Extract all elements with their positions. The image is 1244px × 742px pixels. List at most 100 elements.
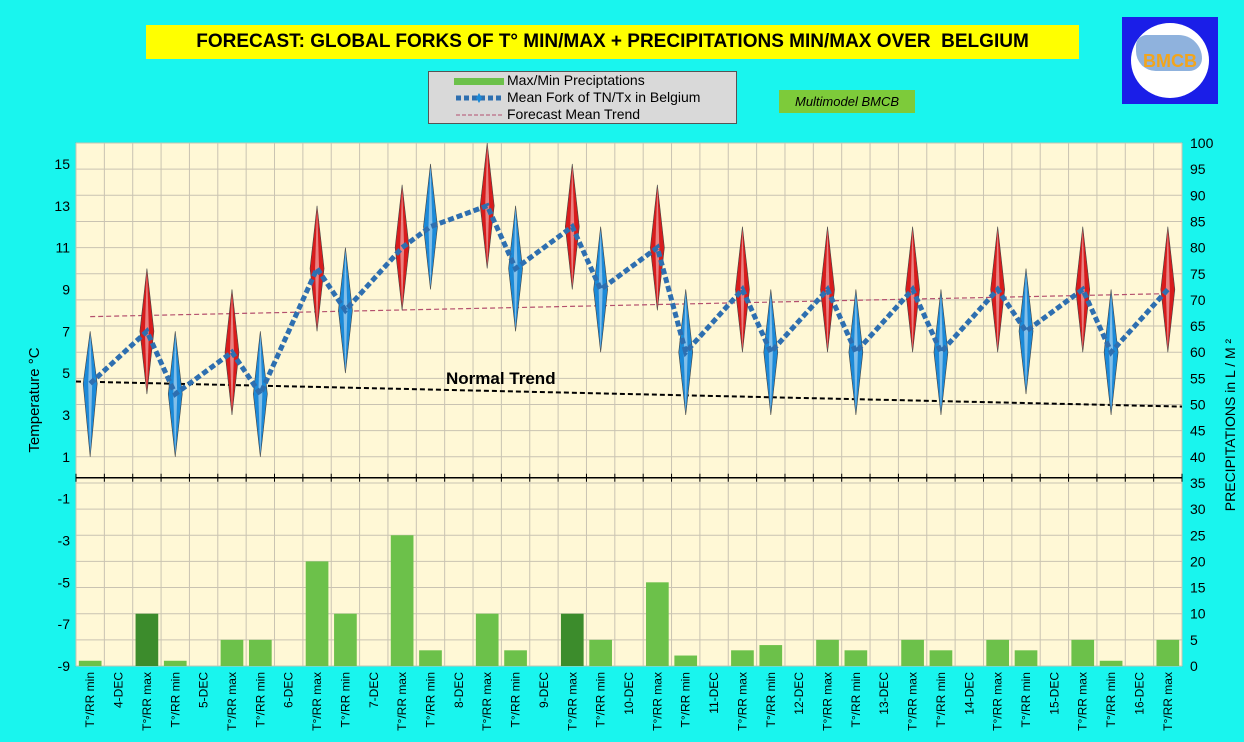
x-category-label: 6-DEC [282,672,296,708]
forecast-mean-trend-line [90,293,1168,318]
x-category-label: 13-DEC [877,672,891,715]
fork-min-spindle [763,289,779,415]
x-category-label: T°/RR max [565,672,579,731]
fork-min-spindle [593,226,608,353]
fork-max-spindle [309,205,325,332]
x-category-label: 10-DEC [622,672,636,715]
right-axis-tick-label: 5 [1190,632,1198,648]
x-category-label: T°/RR min [1019,672,1033,727]
legend-swatch-mean-fork [456,93,502,103]
fork-highlight [88,331,93,457]
precipitation-bar [589,639,612,666]
precipitation-bar [844,650,868,666]
legend-item-precipitations: Max/Min Preciptations [429,72,738,89]
right-axis-tick-label: 40 [1190,449,1206,465]
legend-swatch-forecast-trend [456,114,502,116]
logo-text: BMCB [1143,51,1197,71]
belgium-map-icon [1136,35,1202,71]
x-category-label: T°/RR min [83,672,97,727]
x-category-label: 4-DEC [112,672,126,708]
x-category-label: T°/RR min [1104,672,1118,727]
x-category-label: T°/RR max [821,672,835,731]
x-category-label: 14-DEC [962,672,976,715]
x-category-label: 5-DEC [197,672,211,708]
fork-max-spindle [394,184,410,311]
precipitation-bar [1014,650,1038,666]
right-axis-tick-label: 35 [1190,475,1206,491]
left-axis-tick-label: 3 [62,407,70,423]
right-axis-tick-label: 0 [1190,658,1198,674]
left-axis-tick-label: 7 [62,323,70,339]
left-axis-tick-label: 11 [55,240,70,256]
fork-min-spindle [82,331,98,457]
precipitation-bar [334,613,357,666]
fork-highlight [400,184,405,311]
x-category-label: T°/RR min [849,672,863,727]
right-axis-tick-label: 10 [1190,606,1206,622]
precipitation-bar [1156,639,1180,666]
x-category-label: 7-DEC [367,672,381,708]
fork-min-spindle [423,163,438,290]
precipitation-bar [674,655,698,666]
precipitation-bar [929,650,953,666]
precipitation-bar [475,613,499,666]
x-category-label: T°/RR min [594,672,608,727]
bmcb-logo: BMCB [1122,17,1218,104]
x-category-label: 15-DEC [1047,672,1061,715]
precipitation-bar [759,645,783,666]
right-axis-tick-label: 50 [1190,397,1206,413]
left-axis-label: Temperature °C [26,347,43,452]
right-axis-tick-label: 25 [1190,527,1206,543]
x-category-label: T°/RR max [395,672,409,731]
precipitation-bar [220,639,244,666]
x-category-label: T°/RR max [480,672,494,731]
fork-min-spindle [848,289,864,415]
precipitation-bar [419,650,442,666]
x-category-label: T°/RR min [168,672,182,727]
right-axis-tick-label: 55 [1190,370,1206,386]
precipitation-bar [390,535,414,666]
x-category-label: T°/RR max [310,672,324,731]
right-axis-tick-label: 70 [1190,292,1206,308]
precipitation-bar [1071,639,1095,666]
left-axis-tick-label: -3 [58,532,71,548]
precipitation-bar [163,660,187,666]
fork-min-spindle [253,331,268,457]
multimodel-badge: Multimodel BMCB [779,90,915,113]
right-axis-tick-label: 85 [1190,213,1206,229]
x-category-label: T°/RR min [679,672,693,727]
left-axis-tick-label: -5 [58,574,71,590]
right-axis-tick-label: 65 [1190,318,1206,334]
x-category-label: 8-DEC [452,672,466,708]
left-axis-tick-label: -1 [58,491,71,507]
right-axis-label: PRECIPITATIONS in L / M ² [1222,338,1238,511]
legend-label: Max/Min Preciptations [507,72,645,88]
fork-highlight [1024,268,1029,395]
precipitation-bar [731,650,754,666]
precipitation-bar [646,582,669,666]
right-axis-tick-label: 90 [1190,187,1206,203]
legend-item-forecast-trend: Forecast Mean Trend [429,106,738,123]
legend-item-mean-fork: Mean Fork of TN/Tx in Belgium [429,89,738,106]
fork-highlight [853,289,858,415]
right-axis-tick-label: 45 [1190,423,1206,439]
left-axis-tick-label: 13 [54,198,70,214]
x-category-label: T°/RR max [650,672,664,731]
x-category-label: T°/RR max [1161,672,1175,731]
left-axis-tick-label: -9 [58,658,71,674]
x-category-label: 12-DEC [792,672,806,715]
x-category-label: 9-DEC [537,672,551,708]
x-category-label: T°/RR max [991,672,1005,731]
precipitation-bar [901,639,924,666]
left-axis-tick-label: 15 [54,156,70,172]
fork-highlight [428,163,433,290]
x-category-label: 11-DEC [707,672,721,714]
precipitation-bar [986,639,1010,666]
x-category-label: T°/RR max [906,672,920,731]
x-category-label: T°/RR max [225,672,239,731]
x-category-label: T°/RR max [735,672,749,731]
legend-label: Forecast Mean Trend [507,106,641,122]
right-axis-tick-label: 20 [1190,553,1206,569]
